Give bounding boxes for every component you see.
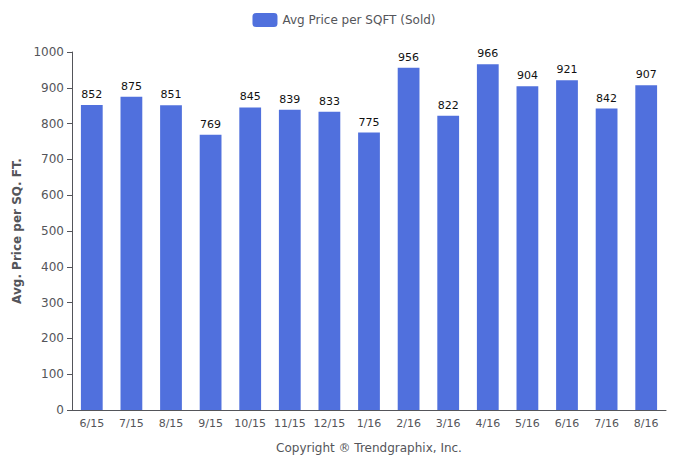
svg-text:8/16: 8/16	[634, 417, 659, 430]
svg-text:11/15: 11/15	[274, 417, 306, 430]
svg-text:400: 400	[41, 260, 64, 274]
svg-text:907: 907	[636, 68, 657, 81]
svg-text:904: 904	[517, 69, 538, 82]
svg-text:300: 300	[41, 296, 64, 310]
svg-text:1000: 1000	[33, 45, 64, 59]
svg-text:Avg Price per SQFT (Sold): Avg Price per SQFT (Sold)	[282, 13, 435, 27]
svg-text:875: 875	[121, 80, 142, 93]
svg-text:1/16: 1/16	[357, 417, 382, 430]
svg-text:12/15: 12/15	[314, 417, 346, 430]
svg-text:9/15: 9/15	[198, 417, 223, 430]
svg-text:100: 100	[41, 367, 64, 381]
svg-text:3/16: 3/16	[436, 417, 461, 430]
svg-text:10/15: 10/15	[234, 417, 266, 430]
svg-text:769: 769	[200, 118, 221, 131]
svg-text:800: 800	[41, 117, 64, 131]
svg-text:852: 852	[81, 88, 102, 101]
svg-text:7/15: 7/15	[119, 417, 144, 430]
svg-text:700: 700	[41, 152, 64, 166]
svg-text:7/16: 7/16	[594, 417, 619, 430]
svg-text:2/16: 2/16	[396, 417, 421, 430]
svg-text:6/16: 6/16	[555, 417, 580, 430]
svg-text:0: 0	[56, 403, 64, 417]
svg-text:900: 900	[41, 81, 64, 95]
svg-text:Avg. Price per SQ. FT.: Avg. Price per SQ. FT.	[10, 158, 24, 304]
svg-text:839: 839	[279, 93, 300, 106]
svg-text:822: 822	[438, 99, 459, 112]
svg-text:8/15: 8/15	[159, 417, 184, 430]
svg-text:500: 500	[41, 224, 64, 238]
svg-text:845: 845	[240, 90, 261, 103]
svg-text:851: 851	[161, 88, 182, 101]
svg-text:4/16: 4/16	[475, 417, 500, 430]
svg-text:966: 966	[477, 47, 498, 60]
svg-text:921: 921	[557, 63, 578, 76]
svg-text:833: 833	[319, 95, 340, 108]
svg-text:600: 600	[41, 188, 64, 202]
svg-text:775: 775	[359, 116, 380, 129]
svg-text:956: 956	[398, 51, 419, 64]
svg-text:6/15: 6/15	[79, 417, 104, 430]
svg-text:5/16: 5/16	[515, 417, 540, 430]
svg-text:200: 200	[41, 331, 64, 345]
svg-text:Copyright ® Trendgraphix, Inc.: Copyright ® Trendgraphix, Inc.	[276, 441, 462, 455]
svg-text:842: 842	[596, 92, 617, 105]
